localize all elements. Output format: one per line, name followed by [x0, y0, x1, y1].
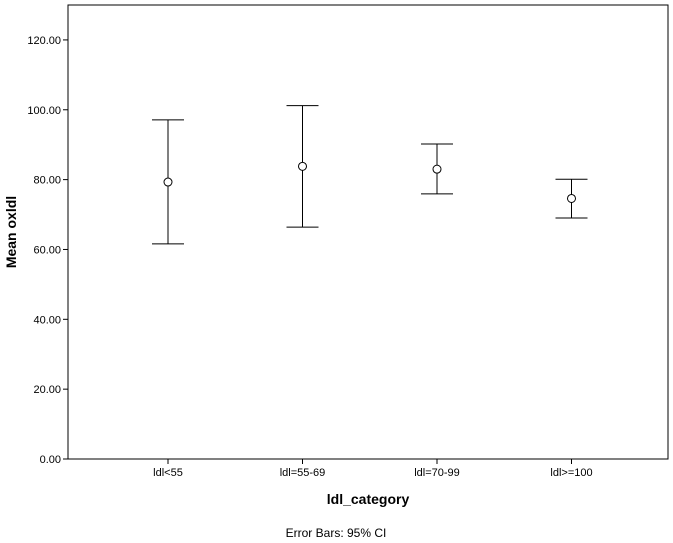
y-tick-label: 120.00	[27, 35, 61, 47]
x-tick-label: ldl>=100	[550, 467, 592, 479]
error-bars-footnote: Error Bars: 95% CI	[286, 526, 387, 540]
mean-marker	[298, 161, 307, 171]
plot-frame	[67, 4, 669, 460]
error-bars	[152, 105, 588, 245]
mean-marker	[567, 193, 576, 203]
x-tick-label: ldl<55	[153, 467, 183, 479]
x-tick-label: ldl=55-69	[280, 467, 326, 479]
x-axis-title: ldl_category	[327, 491, 410, 507]
y-tick-label: 60.00	[33, 244, 61, 256]
mean-marker	[163, 177, 173, 187]
mean-marker	[432, 164, 442, 174]
y-axis-title: Mean oxldl	[3, 196, 19, 268]
y-axis: 0.00 20.00 40.00 60.00 80.00 100.00 120.00	[27, 35, 68, 466]
y-tick-label: 40.00	[33, 314, 61, 326]
y-tick-label: 20.00	[33, 384, 61, 396]
y-tick-label: 0.00	[40, 454, 61, 466]
y-tick-label: 100.00	[27, 105, 61, 117]
y-tick-label: 80.00	[33, 175, 61, 187]
x-tick-label: ldl=70-99	[414, 467, 460, 479]
x-axis: ldl<55 ldl=55-69 ldl=70-99 ldl>=100	[153, 459, 593, 479]
